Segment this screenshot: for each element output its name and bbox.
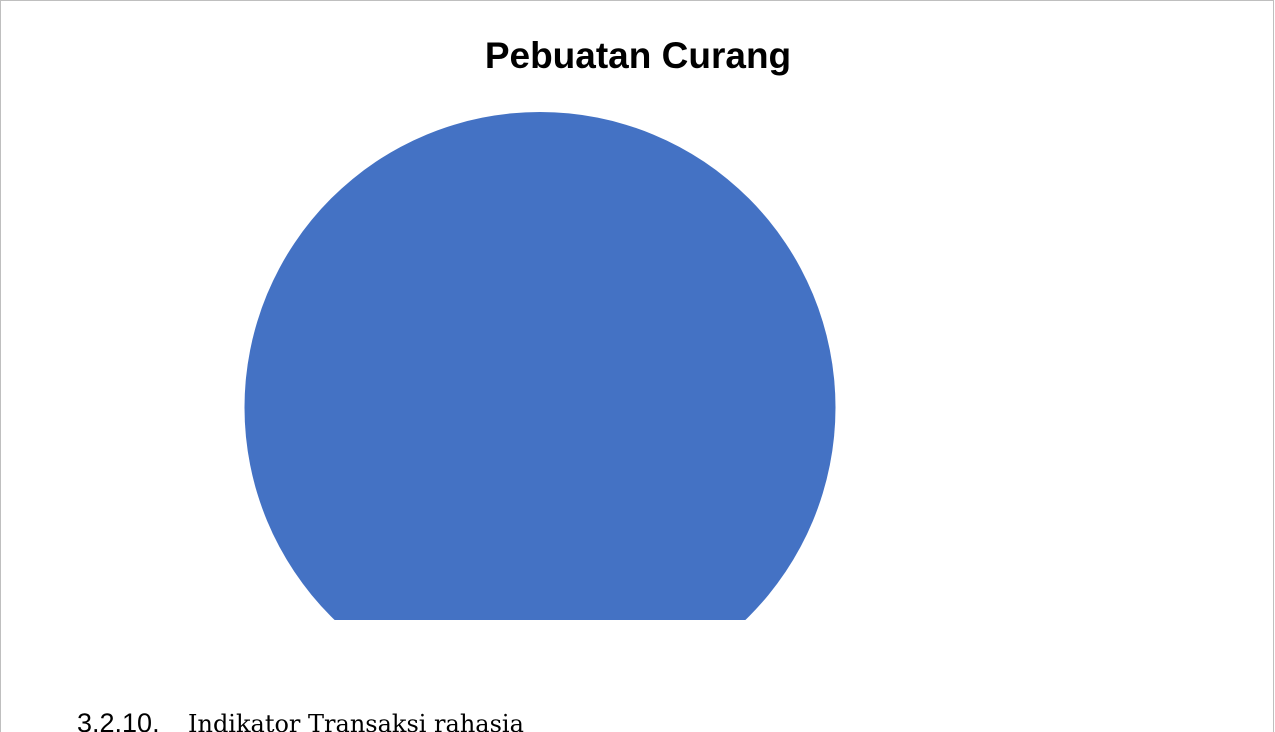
pie [244,112,836,620]
chart-title: Pebuatan Curang [485,35,791,76]
heading-number: 3.2.10. [77,708,160,732]
heading-text: Indikator Transaksi rahasia [188,710,524,732]
pie-slice [244,112,836,620]
